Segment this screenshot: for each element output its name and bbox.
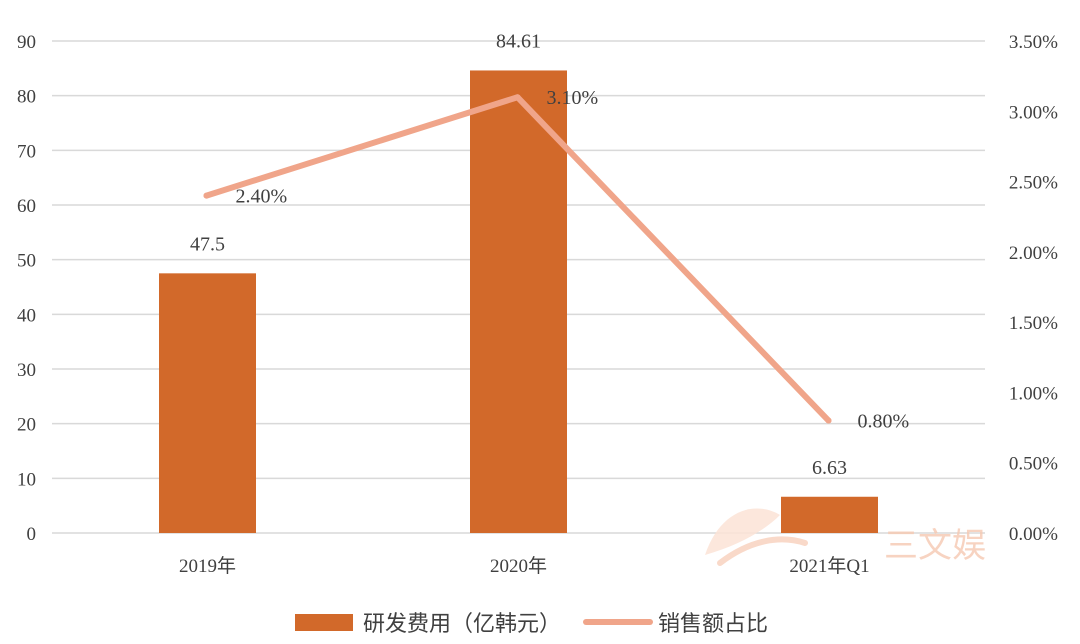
line-value-label: 3.10% [547,87,599,109]
x-tick-label: 2019年 [179,555,236,577]
y-left-tick-label: 20 [17,415,36,436]
y-left-tick-label: 90 [17,32,36,53]
legend: 研发费用（亿韩元） 销售额占比 [295,612,768,637]
bar [781,496,878,533]
line-point [514,94,521,101]
y-right-tick-label: 2.00% [1009,243,1058,264]
watermark: 三文娱 [705,508,986,566]
data-labels: 47.5 84.61 6.63 2.40% 3.10% 0.80% [190,30,909,478]
bar-series [159,70,878,533]
line-point [203,192,210,199]
y-right-tick-label: 1.50% [1009,313,1058,334]
y-axis-right: 0.00% 0.50% 1.00% 1.50% 2.00% 2.50% 3.00% 3.50% [1009,32,1058,545]
y-left-tick-label: 80 [17,87,36,108]
bar-value-label: 47.5 [190,233,225,255]
y-right-tick-label: 2.50% [1009,173,1058,194]
y-left-tick-label: 70 [17,141,36,162]
x-tick-label: 2020年 [490,555,547,577]
bar [159,273,256,533]
bar [470,70,567,533]
line-point [825,417,832,424]
watermark-logo-swoosh [717,536,808,566]
y-left-tick-label: 50 [17,251,36,272]
watermark-logo-leaf [705,508,780,555]
watermark-text: 三文娱 [884,526,986,566]
line-value-label: 2.40% [236,186,288,208]
legend-swatch-bar [295,614,353,631]
y-right-tick-label: 0.50% [1009,454,1058,475]
y-left-tick-label: 10 [17,469,36,490]
y-right-tick-label: 3.50% [1009,32,1058,53]
line-value-label: 0.80% [858,411,910,433]
y-left-tick-label: 30 [17,360,36,381]
y-right-tick-label: 1.00% [1009,383,1058,404]
line-series [203,94,832,424]
x-tick-label: 2021年Q1 [789,555,869,577]
bar-value-label: 6.63 [812,457,847,479]
y-axis-left: 0 10 20 30 40 50 60 70 80 90 [17,32,36,545]
legend-label-line: 销售额占比 [658,612,768,637]
y-left-tick-label: 0 [27,524,37,545]
bar-value-label: 84.61 [496,30,541,52]
y-right-tick-label: 0.00% [1009,524,1058,545]
y-left-tick-label: 40 [17,305,36,326]
legend-label-bar: 研发费用（亿韩元） [363,612,561,637]
y-right-tick-label: 3.00% [1009,102,1058,123]
y-left-tick-label: 60 [17,196,36,217]
x-axis: 2019年 2020年 2021年Q1 [179,555,870,577]
